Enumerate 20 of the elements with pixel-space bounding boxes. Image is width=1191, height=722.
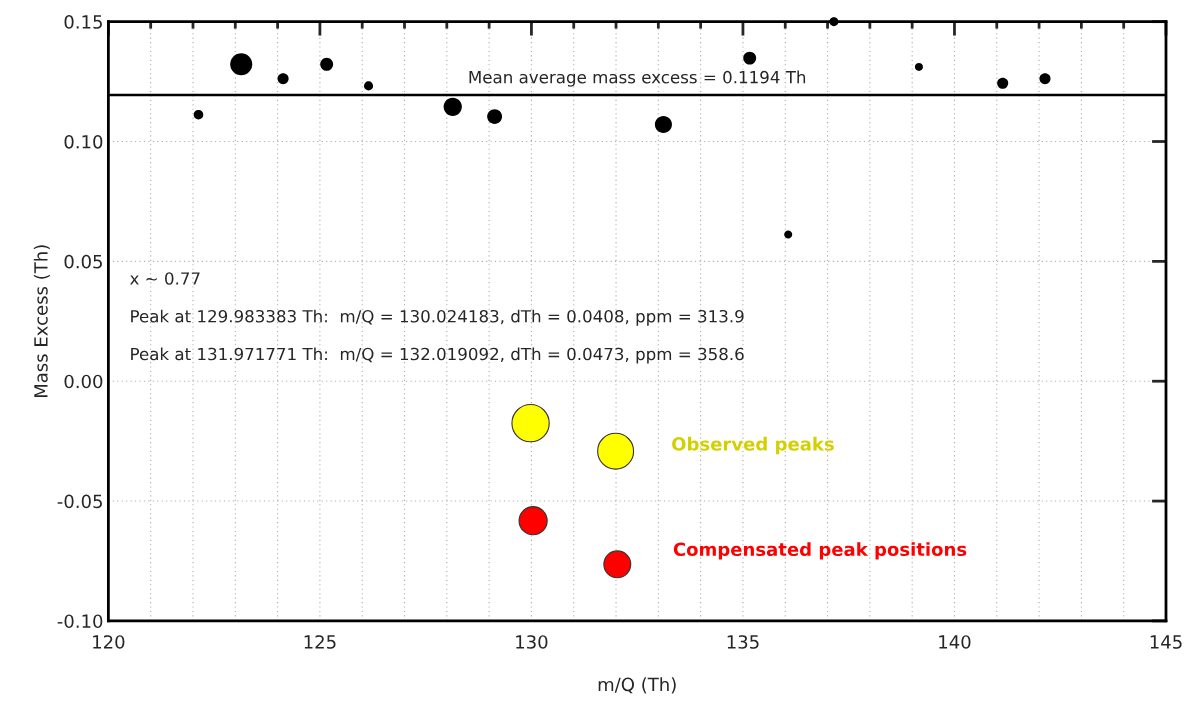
annotation: Peak at 129.983383 Th: m/Q = 130.024183, dTh = 0.0408, ppm = 313.9 (131, 309, 744, 326)
y-axis-title: Mass Excess (Th) (33, 245, 50, 398)
text: Compensated peak positions (673, 542, 967, 560)
x-tick-label: 145 (1150, 635, 1182, 649)
y-tick-label: 0.05 (64, 254, 102, 269)
y-tick-label: 0.15 (64, 15, 102, 29)
ref-line-label: Mean average mass excess = 0.1194 Th (469, 70, 806, 87)
x-tick-label: 120 (93, 635, 125, 649)
x-axis-title: m/Q (Th) (598, 677, 676, 694)
x-tick-label: 140 (939, 635, 971, 649)
y-tick-label: -0.05 (57, 494, 102, 509)
x-tick-label: 130 (516, 635, 548, 649)
text: Observed peaks (672, 436, 834, 455)
x-tick-label: 135 (727, 635, 759, 649)
x-tick-label: 125 (304, 635, 336, 649)
annotation: Peak at 131.971771 Th: m/Q = 132.019092, dTh = 0.0473, ppm = 358.6 (131, 347, 744, 364)
y-tick-label: 0.00 (64, 374, 103, 389)
y-tick-label: 0.10 (64, 134, 103, 149)
annotation: x ~ 0.77 (130, 272, 200, 285)
y-tick-label: -0.10 (57, 614, 103, 629)
